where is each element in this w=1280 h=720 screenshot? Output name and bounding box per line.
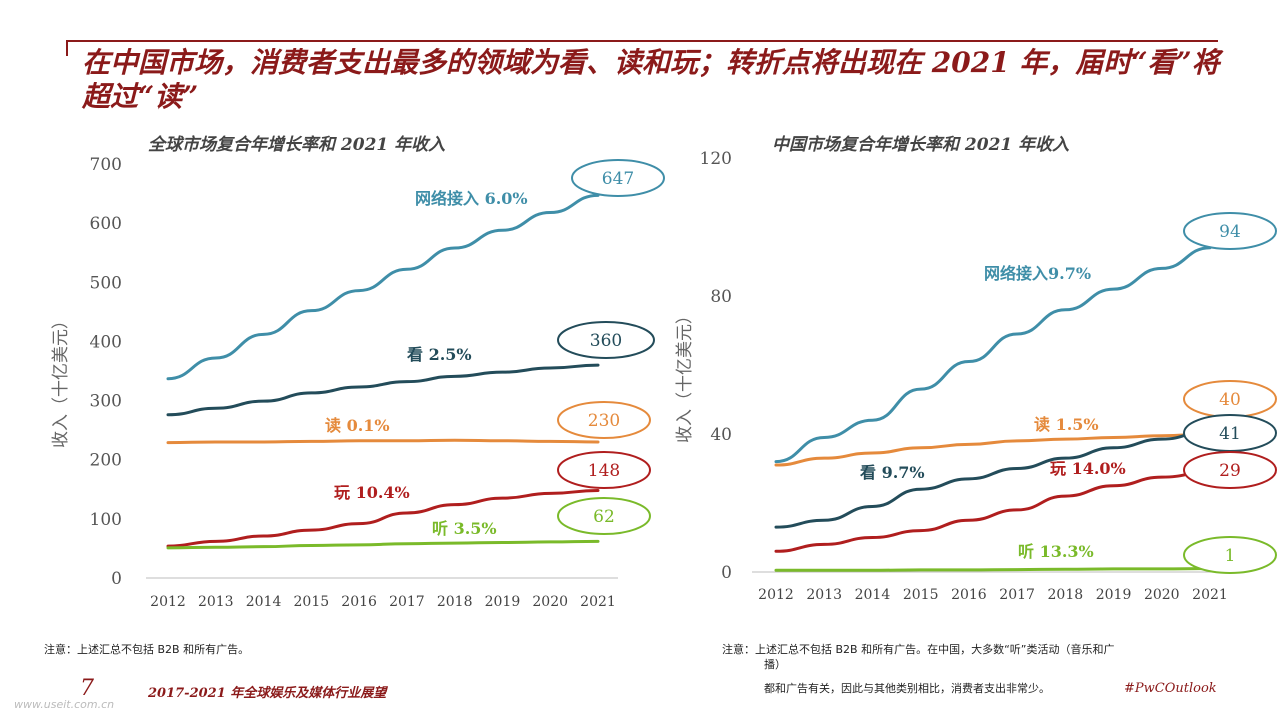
x-tick-label: 2016 bbox=[951, 587, 987, 603]
right-note-line1: 注意：上述汇总不包括 B2B 和所有广告。在中国，大多数“听”类活动（音乐和广 bbox=[722, 643, 1115, 656]
series-label: 读 1.5% bbox=[1034, 415, 1099, 434]
end-value-ellipse bbox=[557, 401, 651, 439]
y-tick-label: 700 bbox=[90, 155, 122, 175]
footer-report-title: 2017-2021 年全球娱乐及媒体行业展望 bbox=[148, 686, 387, 701]
end-value-ellipse bbox=[571, 159, 665, 197]
series-line-2 bbox=[166, 438, 600, 445]
end-value-ellipse bbox=[557, 451, 651, 489]
end-value-label: 360 bbox=[590, 331, 622, 351]
y-tick-label: 100 bbox=[90, 510, 122, 530]
series-label: 读 0.1% bbox=[325, 416, 390, 435]
end-value-label: 41 bbox=[1219, 424, 1241, 444]
x-tick-label: 2020 bbox=[1144, 587, 1180, 603]
right-note-line3: 都和广告有关，因此与其他类别相比，消费者支出非常少。 bbox=[764, 682, 1050, 695]
series-label: 看 2.5% bbox=[406, 345, 472, 364]
end-value-label: 148 bbox=[588, 461, 620, 481]
y-tick-label: 600 bbox=[90, 214, 122, 234]
end-value-ellipse bbox=[557, 321, 655, 359]
x-tick-label: 2015 bbox=[903, 587, 939, 603]
series-label: 听 13.3% bbox=[1018, 542, 1094, 561]
series-line-1 bbox=[166, 363, 600, 417]
series-label: 听 3.5% bbox=[432, 519, 497, 538]
x-tick-label: 2021 bbox=[1192, 587, 1228, 603]
x-tick-label: 2012 bbox=[150, 594, 186, 610]
x-tick-label: 2017 bbox=[999, 587, 1035, 603]
page-title: 在中国市场，消费者支出最多的领域为看、读和玩；转折点将出现在 2021 年，届时… bbox=[82, 46, 1220, 113]
end-value-ellipse bbox=[1183, 536, 1277, 574]
series-line-3 bbox=[774, 470, 1212, 553]
x-tick-label: 2016 bbox=[341, 594, 377, 610]
y-tick-label: 40 bbox=[710, 425, 732, 445]
x-tick-label: 2013 bbox=[806, 587, 842, 603]
series-label: 玩 10.4% bbox=[334, 483, 410, 502]
end-value-label: 29 bbox=[1219, 461, 1241, 481]
x-tick-label: 2014 bbox=[855, 587, 891, 603]
end-value-ellipse bbox=[1183, 451, 1277, 489]
end-value-label: 40 bbox=[1219, 390, 1241, 410]
end-value-label: 647 bbox=[602, 169, 634, 189]
y-tick-label: 400 bbox=[90, 332, 122, 352]
x-tick-label: 2012 bbox=[758, 587, 794, 603]
end-value-label: 62 bbox=[593, 507, 615, 527]
y-tick-label: 200 bbox=[90, 451, 122, 471]
x-tick-label: 2014 bbox=[246, 594, 282, 610]
series-line-0 bbox=[166, 193, 600, 381]
series-label: 网络接入9.7% bbox=[984, 264, 1091, 283]
left-note: 注意：上述汇总不包括 B2B 和所有广告。 bbox=[44, 643, 250, 656]
series-line-3 bbox=[166, 488, 600, 548]
series-label: 网络接入 6.0% bbox=[415, 189, 528, 208]
x-tick-label: 2018 bbox=[437, 594, 473, 610]
series-label: 看 9.7% bbox=[859, 463, 925, 482]
end-value-label: 230 bbox=[588, 411, 620, 431]
y-tick-label: 500 bbox=[90, 273, 122, 293]
x-tick-label: 2013 bbox=[198, 594, 234, 610]
y-tick-label: 0 bbox=[721, 563, 732, 583]
series-label: 玩 14.0% bbox=[1050, 459, 1126, 478]
page-number: 7 bbox=[80, 676, 94, 701]
end-value-ellipse bbox=[1183, 212, 1277, 250]
watermark: www.useit.com.cn bbox=[14, 698, 115, 711]
y-tick-label: 120 bbox=[700, 149, 732, 169]
x-tick-label: 2019 bbox=[1096, 587, 1132, 603]
y-tick-label: 0 bbox=[111, 569, 122, 589]
end-value-ellipse bbox=[557, 497, 651, 535]
y-axis-label: 收入（十亿美元） bbox=[675, 307, 695, 443]
x-tick-label: 2020 bbox=[532, 594, 568, 610]
series-line-4 bbox=[774, 567, 1212, 572]
x-tick-label: 2017 bbox=[389, 594, 425, 610]
end-value-label: 94 bbox=[1219, 222, 1241, 242]
x-tick-label: 2018 bbox=[1048, 587, 1084, 603]
footer-hashtag: #PwCOutlook bbox=[1124, 681, 1217, 696]
series-line-1 bbox=[774, 432, 1212, 467]
series-line-0 bbox=[774, 246, 1212, 464]
left-chart-subtitle: 全球市场复合年增长率和 2021 年收入 bbox=[148, 135, 446, 155]
y-tick-label: 300 bbox=[90, 392, 122, 412]
y-axis-label: 收入（十亿美元） bbox=[51, 312, 71, 448]
y-tick-label: 80 bbox=[710, 287, 732, 307]
right-note-line2: 播） bbox=[764, 658, 786, 671]
x-tick-label: 2019 bbox=[485, 594, 521, 610]
x-tick-label: 2021 bbox=[580, 594, 616, 610]
series-line-4 bbox=[166, 539, 600, 550]
x-tick-label: 2015 bbox=[294, 594, 330, 610]
right-chart-subtitle: 中国市场复合年增长率和 2021 年收入 bbox=[772, 135, 1070, 155]
series-line-2 bbox=[774, 429, 1212, 529]
title-bracket bbox=[66, 40, 1218, 56]
end-value-label: 1 bbox=[1225, 546, 1236, 566]
